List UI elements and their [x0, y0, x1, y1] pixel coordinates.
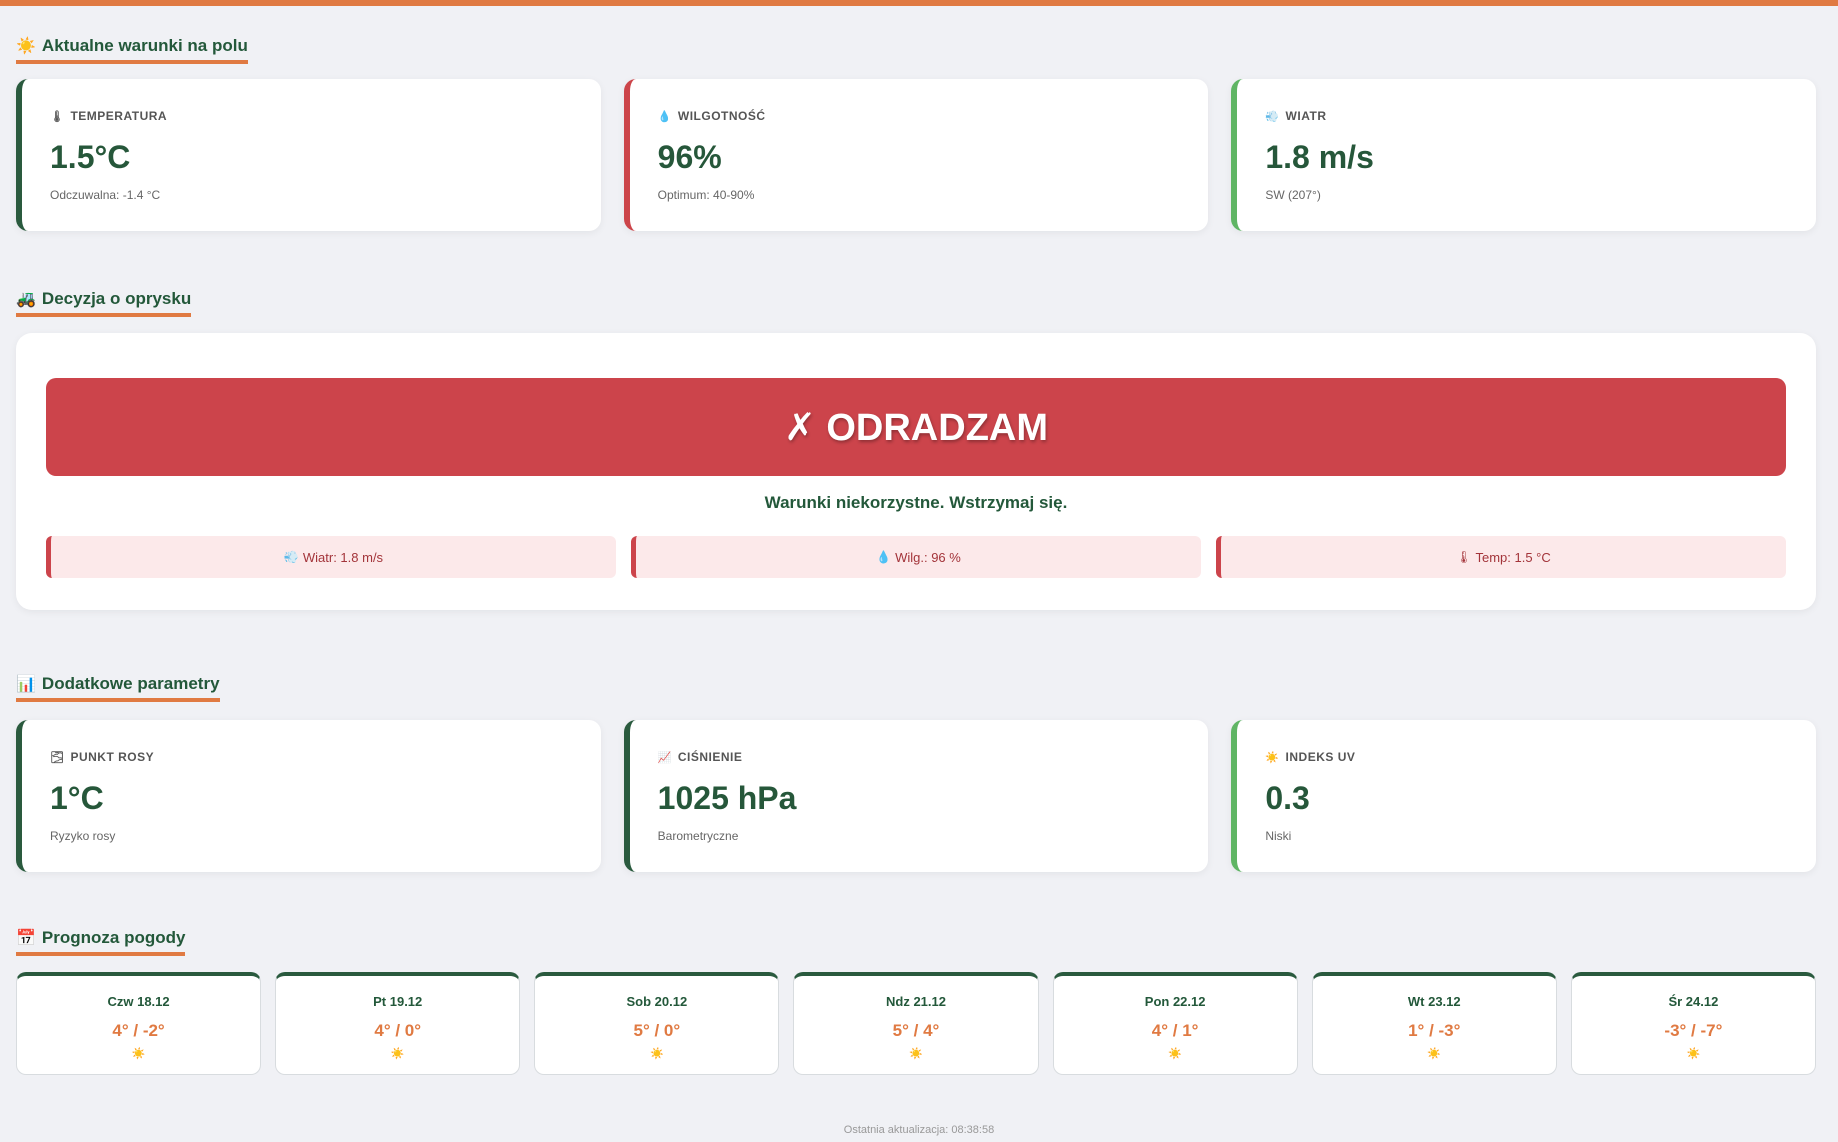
reason-humidity: 💧 Wilg.: 96 %	[631, 536, 1201, 578]
forecast-temp: -3° / -7°	[1664, 1021, 1723, 1040]
reason-temperature-text: Temp: 1.5 °C	[1475, 549, 1551, 565]
section-title-forecast-text: Prognoza pogody	[41, 928, 186, 947]
section-title-current-text: Aktualne warunki na polu	[41, 36, 248, 55]
wind-value: 1.8 m/s	[1265, 139, 1374, 175]
tractor-icon: 🚜	[16, 291, 36, 308]
reason-wind-text: Wiatr: 1.8 m/s	[302, 549, 384, 565]
humidity-card: 💧 WILGOTNOŚĆ 96% Optimum: 40-90%	[623, 79, 1209, 231]
sun-icon: ☀️	[909, 1048, 923, 1060]
uv-index-label-text: INDEKS UV	[1285, 750, 1356, 764]
extra-params-row: 🌫 PUNKT ROSY 1°C Ryzyko rosy 📈 CIŚNIENIE…	[16, 720, 1817, 872]
current-conditions-row: 🌡 TEMPERATURA 1.5°C Odczuwalna: -1.4 °C …	[16, 79, 1817, 231]
section-title-decision: 🚜 Decyzja o oprysku	[16, 289, 192, 317]
thermometer-icon: 🌡	[50, 110, 65, 123]
forecast-day-label: Wt 23.12	[1407, 994, 1461, 1009]
last-update-footer: Ostatnia aktualizacja: 08:38:58	[843, 1124, 995, 1136]
spray-decision-card: ✗ ODRADZAM Warunki niekorzystne. Wstrzym…	[16, 333, 1816, 610]
sun-icon: ☀️	[1168, 1048, 1182, 1060]
temperature-label-text: TEMPERATURA	[70, 109, 168, 123]
pressure-sub: Barometryczne	[657, 829, 739, 843]
section-title-decision-text: Decyzja o oprysku	[41, 289, 192, 308]
forecast-day: Ndz 21.12 5° / 4° ☀️	[793, 972, 1039, 1075]
reason-temperature: 🌡 Temp: 1.5 °C	[1216, 536, 1786, 578]
uv-index-label: ☀️ INDEKS UV	[1265, 750, 1788, 764]
forecast-row: Czw 18.12 4° / -2° ☀️ Pt 19.12 4° / 0° ☀…	[16, 972, 1816, 1075]
forecast-day: Pt 19.12 4° / 0° ☀️	[275, 972, 521, 1075]
sun-icon: ☀️	[1686, 1048, 1701, 1060]
thermometer-icon: 🌡	[1456, 550, 1472, 564]
forecast-day-label: Sob 20.12	[626, 994, 688, 1009]
sun-icon: ☀️	[390, 1048, 405, 1060]
wind-direction: SW (207°)	[1265, 188, 1321, 202]
reason-wind: 💨 Wiatr: 1.8 m/s	[46, 536, 616, 578]
forecast-day: Śr 24.12 -3° / -7° ☀️	[1570, 972, 1816, 1075]
forecast-day: Czw 18.12 4° / -2° ☀️	[16, 972, 262, 1075]
forecast-temp: 5° / 0°	[633, 1021, 681, 1040]
fog-icon: 🌫	[50, 751, 65, 764]
dew-point-label-text: PUNKT ROSY	[70, 750, 155, 764]
bar-chart-icon: 📊	[16, 676, 36, 693]
section-title-forecast: 📅 Prognoza pogody	[16, 928, 186, 956]
forecast-temp: 4° / 1°	[1151, 1021, 1199, 1040]
pressure-label-text: CIŚNIENIE	[677, 750, 743, 764]
forecast-day-label: Pt 19.12	[373, 994, 423, 1009]
sun-icon: ☀️	[1427, 1048, 1442, 1060]
uv-index-card: ☀️ INDEKS UV 0.3 Niski	[1231, 720, 1817, 872]
wind-label-text: WIATR	[1285, 109, 1327, 123]
wind-icon: 💨	[283, 550, 299, 564]
humidity-value: 96%	[657, 139, 722, 175]
uv-index-sub: Niski	[1265, 829, 1292, 843]
uv-index-value: 0.3	[1265, 780, 1310, 816]
sun-icon: ☀️	[650, 1048, 664, 1060]
section-title-current: ☀️ Aktualne warunki na polu	[16, 36, 248, 64]
forecast-temp: 5° / 4°	[892, 1021, 940, 1040]
forecast-day-label: Pon 22.12	[1144, 994, 1206, 1009]
forecast-temp: 4° / 0°	[374, 1021, 422, 1040]
humidity-label: 💧 WILGOTNOŚĆ	[658, 109, 1181, 123]
forecast-day-label: Ndz 21.12	[886, 994, 946, 1009]
wind-icon: 💨	[1265, 110, 1280, 123]
wind-card: 💨 WIATR 1.8 m/s SW (207°)	[1231, 79, 1817, 231]
droplet-icon: 💧	[657, 110, 672, 123]
calendar-icon: 📅	[16, 930, 36, 947]
temperature-feels-like: Odczuwalna: -1.4 °C	[50, 188, 161, 202]
forecast-temp: 1° / -3°	[1408, 1021, 1461, 1040]
droplet-icon: 💧	[876, 550, 892, 564]
sun-icon: ☀️	[131, 1048, 146, 1060]
section-title-extra: 📊 Dodatkowe parametry	[16, 674, 220, 702]
dew-point-card: 🌫 PUNKT ROSY 1°C Ryzyko rosy	[16, 720, 601, 872]
decision-message: Warunki niekorzystne. Wstrzymaj się.	[764, 493, 1068, 512]
forecast-day-label: Śr 24.12	[1668, 994, 1719, 1009]
dew-point-sub: Ryzyko rosy	[50, 829, 116, 843]
forecast-day: Wt 23.12 1° / -3° ☀️	[1311, 972, 1557, 1075]
forecast-day-label: Czw 18.12	[107, 994, 170, 1009]
dew-point-label: 🌫 PUNKT ROSY	[50, 750, 573, 764]
trend-chart-icon: 📈	[657, 751, 672, 764]
temperature-card: 🌡 TEMPERATURA 1.5°C Odczuwalna: -1.4 °C	[16, 79, 601, 231]
reason-humidity-text: Wilg.: 96 %	[895, 549, 961, 565]
dew-point-value: 1°C	[50, 780, 104, 816]
pressure-label: 📈 CIŚNIENIE	[658, 750, 1181, 764]
temperature-value: 1.5°C	[50, 139, 131, 175]
temperature-label: 🌡 TEMPERATURA	[50, 109, 573, 123]
decision-verdict-banner: ✗ ODRADZAM	[46, 378, 1786, 476]
humidity-optimum: Optimum: 40-90%	[657, 188, 755, 202]
forecast-day: Pon 22.12 4° / 1° ☀️	[1052, 972, 1298, 1075]
wind-label: 💨 WIATR	[1265, 109, 1788, 123]
pressure-card: 📈 CIŚNIENIE 1025 hPa Barometryczne	[623, 720, 1209, 872]
sun-icon: ☀️	[16, 38, 36, 55]
forecast-temp: 4° / -2°	[112, 1021, 165, 1040]
top-accent-bar	[0, 0, 1838, 6]
sun-icon: ☀️	[1265, 751, 1280, 764]
pressure-value: 1025 hPa	[657, 780, 797, 816]
section-title-extra-text: Dodatkowe parametry	[41, 674, 220, 693]
humidity-label-text: WILGOTNOŚĆ	[677, 109, 766, 123]
decision-reasons: 💨 Wiatr: 1.8 m/s 💧 Wilg.: 96 % 🌡 Temp: 1…	[46, 536, 1786, 578]
forecast-day: Sob 20.12 5° / 0° ☀️	[534, 972, 780, 1075]
